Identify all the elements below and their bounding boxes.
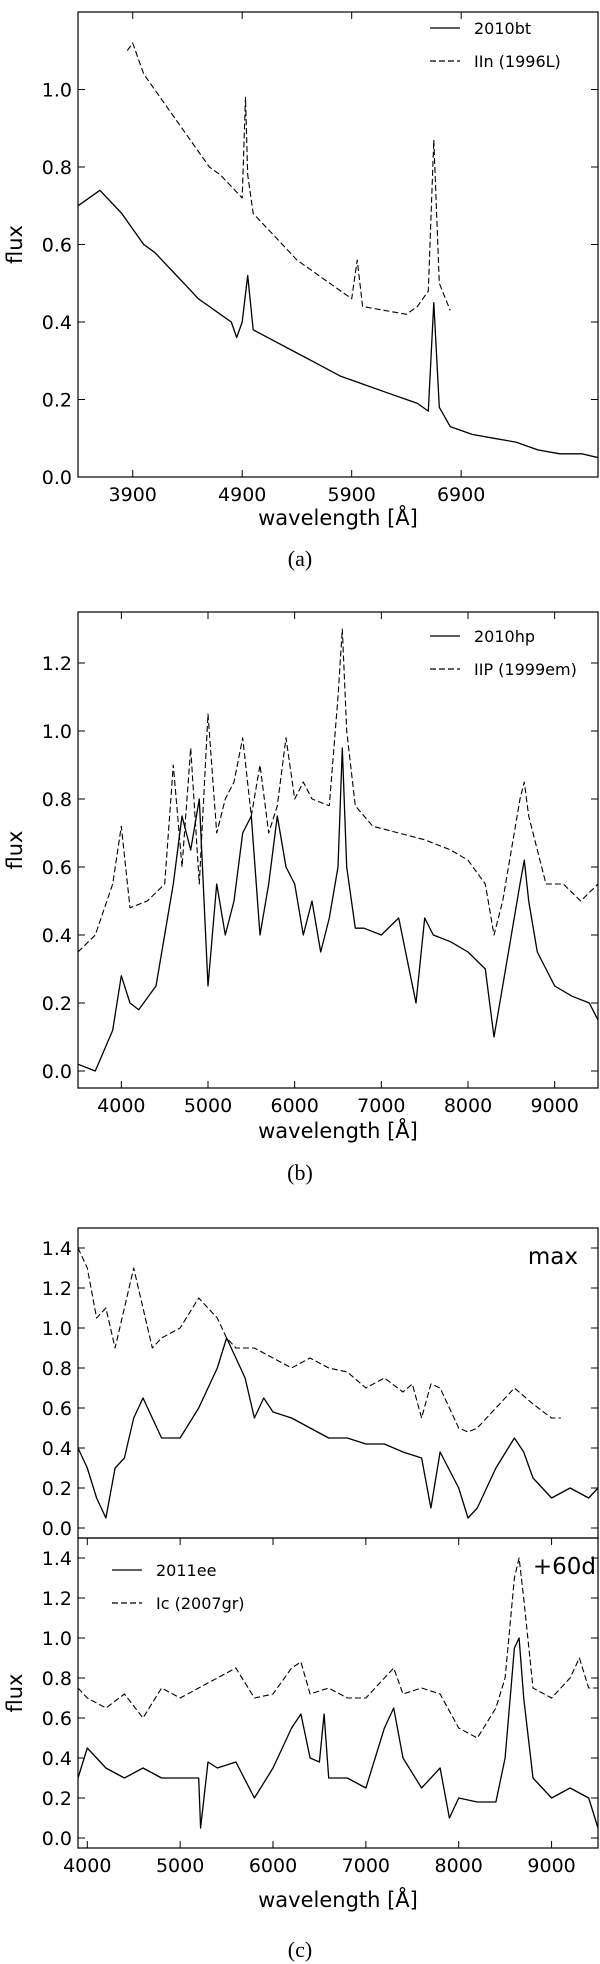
series-line-3-0 [78,1637,598,1829]
x-tick-label-3-5: 9000 [527,1855,575,1877]
axes-frame-0 [77,11,599,478]
series-line-2-0 [78,1337,598,1519]
legend-label-1-0: 2010hp [474,627,535,646]
legend-label-0-1: IIn (1996L) [474,52,561,71]
legend-label-3-1: Ic (2007gr) [156,1594,245,1613]
x-tick-label-1-4: 8000 [444,1095,492,1117]
y-tick-label-0-1: 0.2 [42,390,72,412]
y-tick-label-3-0: 0.0 [42,1828,72,1850]
axes-frame-2 [77,1227,599,1539]
x-tick-label-0-0: 3900 [109,484,157,506]
series-line-0-0 [78,189,598,459]
axes-frame-3 [77,1537,599,1849]
x-tick-label-1-1: 5000 [184,1095,232,1117]
y-tick-label-0-3: 0.6 [42,235,72,257]
y-axis-label-0: flux [3,225,27,264]
legend-label-1-1: IIP (1999em) [474,660,577,679]
y-tick-label-1-0: 0.0 [42,1061,72,1083]
legend-label-3-0: 2011ee [156,1561,216,1580]
y-tick-label-0-2: 0.4 [42,312,72,334]
x-tick-label-3-2: 6000 [249,1855,297,1877]
y-tick-label-0-4: 0.8 [42,157,72,179]
panel-annotation-2: max [528,1244,578,1270]
x-axis-label-1: wavelength [Å] [258,1117,418,1143]
x-axis-label-3: wavelength [Å] [258,1886,418,1912]
y-tick-label-2-5: 1.0 [42,1318,72,1340]
y-tick-label-1-3: 0.6 [42,857,72,879]
y-axis-label-1: flux [3,831,27,870]
panel-annotation-3: +60d [533,1554,596,1580]
x-tick-label-1-5: 9000 [530,1095,578,1117]
y-tick-label-2-3: 0.6 [42,1398,72,1420]
panel-label-c: (c) [288,1937,312,1962]
legend-label-0-0: 2010bt [474,19,531,38]
x-tick-label-1-0: 4000 [97,1095,145,1117]
y-tick-label-3-5: 1.0 [42,1628,72,1650]
x-tick-label-3-1: 5000 [156,1855,204,1877]
series-line-0-1 [126,42,451,315]
y-tick-label-0-5: 1.0 [42,80,72,102]
y-tick-label-1-4: 0.8 [42,789,72,811]
x-tick-label-1-3: 7000 [357,1095,405,1117]
y-tick-label-2-6: 1.2 [42,1278,72,1300]
y-tick-label-0-0: 0.0 [42,467,72,489]
x-tick-label-3-4: 8000 [435,1855,483,1877]
x-tick-label-0-1: 4900 [218,484,266,506]
y-tick-label-3-4: 0.8 [42,1668,72,1690]
y-tick-label-1-1: 0.2 [42,993,72,1015]
y-tick-label-3-2: 0.4 [42,1748,72,1770]
y-axis-label-3: flux [3,1674,27,1713]
y-tick-label-1-2: 0.4 [42,925,72,947]
x-axis-label-0: wavelength [Å] [258,504,418,530]
x-tick-label-0-3: 6900 [437,484,485,506]
y-tick-label-2-1: 0.2 [42,1478,72,1500]
x-tick-label-3-0: 4000 [63,1855,111,1877]
axes-frame-1 [77,611,599,1089]
x-tick-label-0-2: 5900 [328,484,376,506]
y-tick-label-3-6: 1.2 [42,1588,72,1610]
y-tick-label-3-3: 0.6 [42,1708,72,1730]
series-line-2-1 [78,1247,561,1433]
y-tick-label-1-5: 1.0 [42,721,72,743]
series-line-1-0 [78,747,598,1072]
y-tick-label-3-1: 0.2 [42,1788,72,1810]
y-tick-label-1-6: 1.2 [42,653,72,675]
x-tick-label-3-3: 7000 [342,1855,390,1877]
x-tick-label-1-2: 6000 [270,1095,318,1117]
y-tick-label-2-7: 1.4 [42,1238,72,1260]
panel-label-a: (a) [288,546,312,571]
series-line-1-1 [78,628,598,953]
panel-label-b: (b) [287,1160,313,1185]
y-tick-label-2-0: 0.0 [42,1518,72,1540]
y-tick-label-3-7: 1.4 [42,1548,72,1570]
y-tick-label-2-2: 0.4 [42,1438,72,1460]
y-tick-label-2-4: 0.8 [42,1358,72,1380]
